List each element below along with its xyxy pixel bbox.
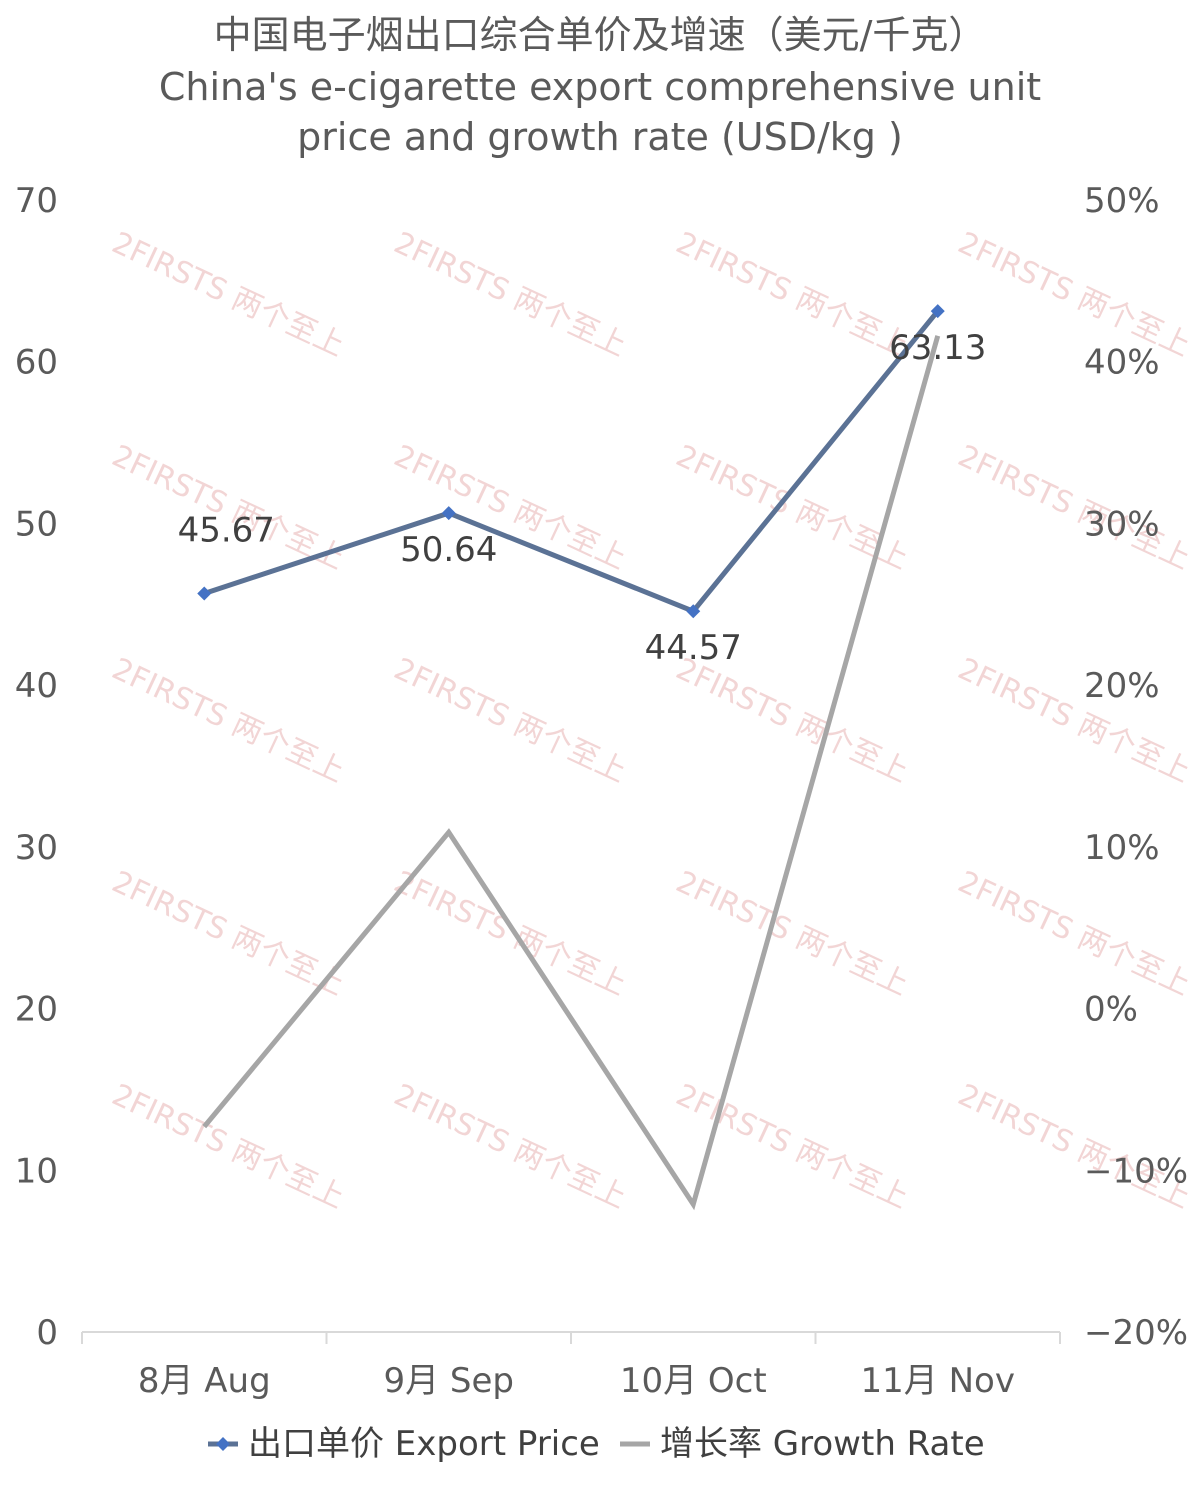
right-y-tick-label: 30% xyxy=(1084,504,1160,544)
data-label-layer: 45.67 50.64 44.57 63.13 xyxy=(178,328,987,668)
x-tick-label: 11月 Nov xyxy=(861,1361,1015,1401)
watermark-text: 2FIRSTS 两个至上 xyxy=(953,1078,1196,1216)
right-y-tick-label: 50% xyxy=(1084,181,1160,221)
watermark-text: 2FIRSTS 两个至上 xyxy=(671,865,914,1003)
legend-label-export-price: 出口单价 Export Price xyxy=(248,1424,600,1464)
watermark-text: 2FIRSTS 两个至上 xyxy=(953,865,1196,1003)
watermark-text: 2FIRSTS 两个至上 xyxy=(389,226,632,364)
left-y-tick-label: 60 xyxy=(15,343,58,383)
export-price-data-label: 63.13 xyxy=(889,328,986,368)
left-y-tick-label: 30 xyxy=(15,828,58,868)
right-y-tick-label: 10% xyxy=(1084,828,1160,868)
x-tick-label: 8月 Aug xyxy=(138,1361,271,1401)
legend-marker-export-price xyxy=(216,1437,230,1451)
export-price-data-label: 45.67 xyxy=(178,510,275,550)
series-line-growth-rate xyxy=(202,335,941,1211)
watermark-layer: 2FIRSTS 两个至上 2FIRSTS 两个至上 2FIRSTS 两个至上 2FIR… xyxy=(107,226,1196,1216)
series-layer xyxy=(197,304,945,1211)
legend: 出口单价 Export Price 增长率 Growth Rate xyxy=(208,1424,985,1464)
left-y-tick-label: 0 xyxy=(36,1313,58,1353)
watermark-text: 2FIRSTS 两个至上 xyxy=(389,652,632,790)
chart-title-line-2: China's e-cigarette export comprehensive… xyxy=(159,65,1041,109)
watermark-text: 2FIRSTS 两个至上 xyxy=(107,226,350,364)
left-y-tick-label: 50 xyxy=(15,504,58,544)
right-y-tick-label: 0% xyxy=(1084,990,1138,1030)
watermark-text: 2FIRSTS 两个至上 xyxy=(389,1078,632,1216)
chart-title-line-3: price and growth rate (USD/kg ) xyxy=(297,115,903,159)
watermark-text: 2FIRSTS 两个至上 xyxy=(107,652,350,790)
left-y-tick-label: 40 xyxy=(15,666,58,706)
right-y-tick-label: 20% xyxy=(1084,666,1160,706)
watermark-text: 2FIRSTS 两个至上 xyxy=(107,865,350,1003)
chart-title: 中国电子烟出口综合单价及增速（美元/千克） China's e-cigarett… xyxy=(159,13,1041,159)
export-price-point xyxy=(930,304,945,319)
export-price-point xyxy=(686,604,701,619)
axes: 8月 Aug 9月 Sep 10月 Oct 11月 Nov 0 10 20 30 40 50 60 7… xyxy=(15,181,1188,1401)
export-price-point xyxy=(441,506,456,521)
left-y-tick-label: 10 xyxy=(15,1151,58,1191)
export-price-point xyxy=(197,586,212,601)
export-price-data-label: 44.57 xyxy=(645,628,742,668)
series-line-export-price xyxy=(203,309,940,615)
left-y-tick-label: 20 xyxy=(15,990,58,1030)
x-tick-label: 9月 Sep xyxy=(383,1361,514,1401)
chart-title-line-1: 中国电子烟出口综合单价及增速（美元/千克） xyxy=(214,13,987,57)
left-y-tick-label: 70 xyxy=(15,181,58,221)
export-price-data-label: 50.64 xyxy=(400,530,497,570)
watermark-text: 2FIRSTS 两个至上 xyxy=(671,226,914,364)
x-tick-label: 10月 Oct xyxy=(620,1361,767,1401)
right-y-tick-label: −10% xyxy=(1084,1151,1188,1191)
legend-label-growth-rate: 增长率 Growth Rate xyxy=(660,1424,985,1464)
watermark-text: 2FIRSTS 两个至上 xyxy=(389,865,632,1003)
right-y-tick-label: 40% xyxy=(1084,343,1160,383)
right-y-tick-label: −20% xyxy=(1084,1313,1188,1353)
watermark-text: 2FIRSTS 两个至上 xyxy=(671,652,914,790)
